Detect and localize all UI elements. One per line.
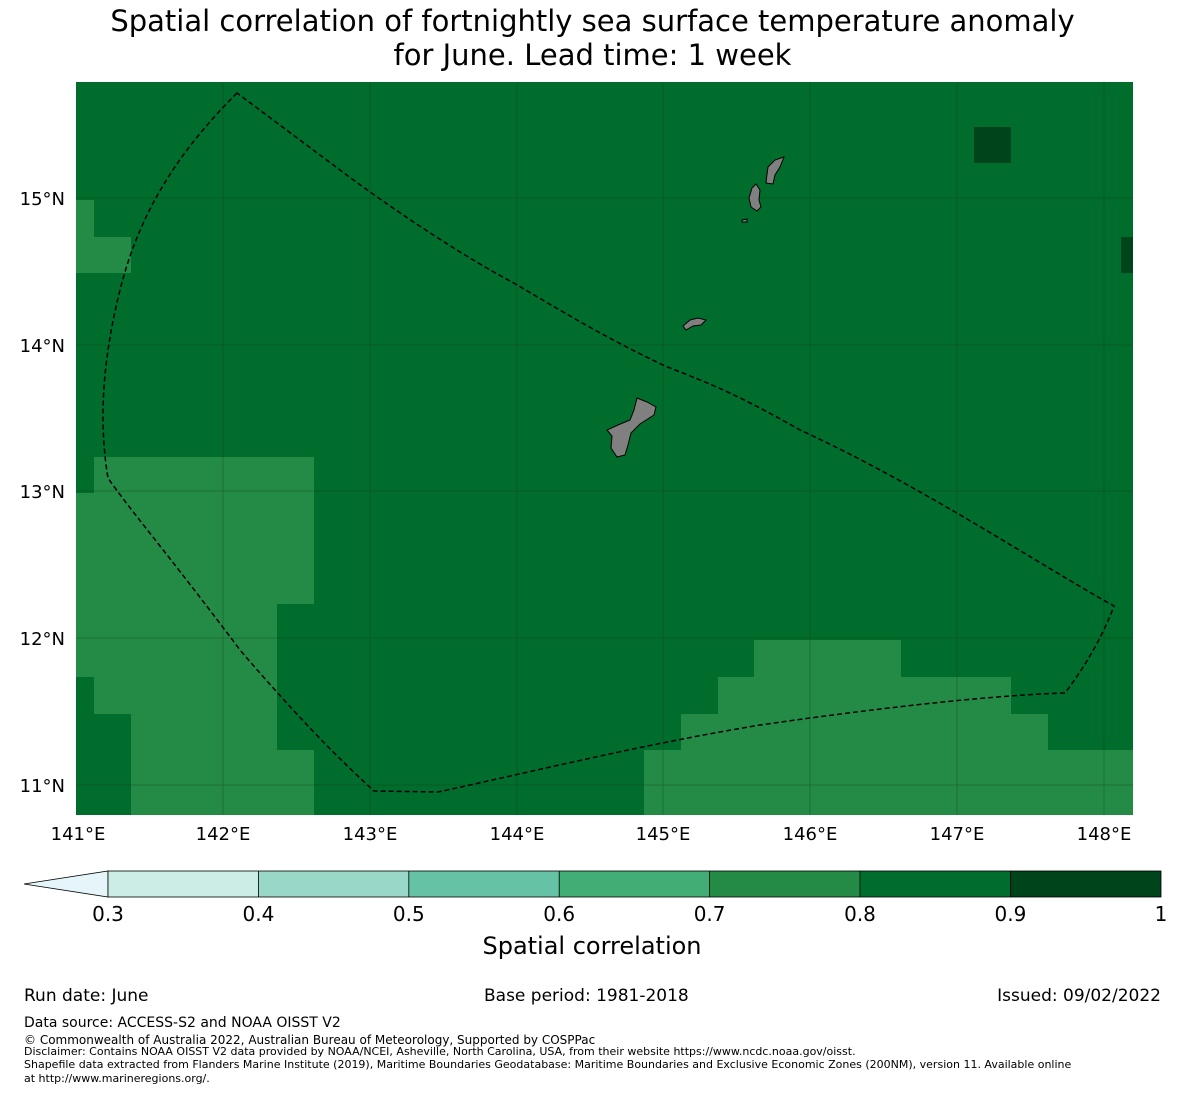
y-tick-12: 12°N [20, 629, 65, 650]
colorbar-dividers [257, 871, 1011, 897]
map-panel [76, 82, 1133, 815]
y-tick-15: 15°N [20, 189, 65, 210]
title-line-2: for June. Lead time: 1 week [393, 38, 792, 72]
colorbar-tick-0.6: 0.6 [543, 902, 575, 926]
colorbar-tick-0.5: 0.5 [393, 902, 425, 926]
eez-boundary [102, 92, 1115, 793]
disclaimer: Disclaimer: Contains NOAA OISST V2 data … [24, 1045, 856, 1058]
colorbar-tick-0.8: 0.8 [844, 902, 876, 926]
colorbar-tick-0.7: 0.7 [694, 902, 726, 926]
colorbar-bin-0.4-0.5 [258, 871, 409, 897]
correlation-cells-0.7-0.8 [76, 200, 1133, 815]
shapefile-credit-line-1: Shapefile data extracted from Flanders M… [24, 1058, 1072, 1071]
colorbar-tick-0.3: 0.3 [92, 902, 124, 926]
colorbar-bin-0.8-0.9 [860, 871, 1011, 897]
island-guam [606, 397, 657, 458]
x-tick-148: 148°E [1077, 824, 1132, 845]
run-date: Run date: June [24, 986, 149, 1006]
cell-region-south-east [644, 640, 1133, 815]
x-tick-146: 146°E [783, 824, 838, 845]
colorbar-label: Spatial correlation [482, 932, 701, 960]
cell-dark-1 [974, 127, 1011, 163]
y-tick-14: 14°N [20, 336, 65, 357]
colorbar-bin-0.5-0.6 [408, 871, 560, 897]
cell-region-south-west [76, 457, 314, 815]
y-axis-ticks: 15°N 14°N 13°N 12°N 11°N [20, 189, 65, 797]
colorbar-bin-0.3-0.4 [108, 871, 259, 897]
title-line-1: Spatial correlation of fortnightly sea s… [110, 4, 1075, 38]
colorbar-tick-0.9: 0.9 [994, 902, 1026, 926]
island-saipan [765, 156, 785, 185]
x-tick-142: 142°E [196, 824, 251, 845]
chart-title: Spatial correlation of fortnightly sea s… [0, 4, 1185, 72]
x-tick-144: 144°E [490, 824, 545, 845]
colorbar-bin-0.9-1 [1010, 871, 1161, 897]
data-source: Data source: ACCESS-S2 and NOAA OISST V2 [24, 1015, 341, 1031]
y-tick-13: 13°N [20, 482, 65, 503]
copyright-notice: © Commonwealth of Australia 2022, Austra… [24, 1033, 596, 1047]
gridlines [76, 82, 1133, 815]
correlation-cells-0.9-1 [974, 127, 1133, 273]
x-tick-141: 141°E [51, 824, 106, 845]
colorbar-bin-0.6-0.7 [559, 871, 710, 897]
base-period: Base period: 1981-2018 [484, 986, 689, 1006]
colorbar-outline [107, 870, 1162, 898]
colorbar-bin-0.7-0.8 [709, 871, 860, 897]
cell-region-north-west [76, 200, 131, 273]
colorbar-tick-1: 1 [1155, 902, 1168, 926]
y-tick-11: 11°N [20, 776, 65, 797]
x-tick-147: 147°E [930, 824, 985, 845]
island-tinian [748, 183, 762, 212]
island-aguijan [741, 218, 748, 223]
colorbar: 0.3 0.4 0.5 0.6 0.7 0.8 0.9 1 Spatial co… [23, 870, 1168, 960]
x-axis-ticks: 141°E 142°E 143°E 144°E 145°E 146°E 147°… [51, 824, 1132, 845]
cell-dark-2 [1121, 237, 1133, 273]
shapefile-credit-line-2: at http://www.marineregions.org/. [24, 1072, 210, 1085]
island-rota [682, 317, 707, 331]
colorbar-tick-0.4: 0.4 [242, 902, 274, 926]
land-islands [606, 156, 785, 458]
colorbar-under-arrow [23, 870, 109, 898]
x-tick-143: 143°E [343, 824, 398, 845]
issued-date: Issued: 09/02/2022 [997, 986, 1161, 1006]
x-tick-145: 145°E [636, 824, 691, 845]
